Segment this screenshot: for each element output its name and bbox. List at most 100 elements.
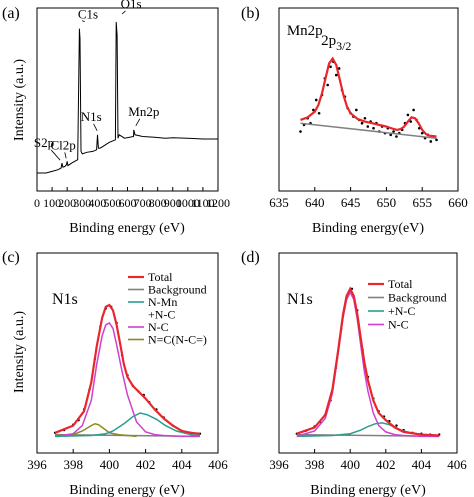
panel-b-x-axis-label: Binding energy(eV) — [312, 221, 424, 236]
data-point — [392, 130, 395, 133]
panel-a-y-axis-label: Intensity (a.u.) — [12, 59, 27, 141]
x-tick-label: 406 — [447, 457, 467, 472]
data-point — [406, 113, 410, 117]
x-tick-label: 398 — [63, 457, 83, 472]
data-point — [317, 111, 321, 115]
x-tick-label: 1000 — [176, 196, 200, 210]
x-tick-label: 645 — [341, 195, 361, 210]
x-tick-label: 400 — [340, 457, 360, 472]
x-tick-label: 655 — [412, 195, 432, 210]
data-point — [409, 120, 413, 123]
x-tick-label: 402 — [376, 457, 396, 472]
data-point — [429, 140, 433, 143]
x-tick-label: 404 — [172, 457, 192, 472]
panel-d: (d) 396 398 400 402 404 406 N1s TotalBackgrou… — [241, 249, 467, 497]
legend-entry: Total — [148, 270, 173, 284]
panel-b-letter: (b) — [241, 5, 260, 22]
panel-b-curves — [299, 56, 438, 143]
panel-a-frame — [36, 7, 219, 192]
data-point — [299, 130, 302, 133]
fit-line — [300, 56, 437, 138]
peak-label: N1s — [81, 109, 102, 124]
peak-leader-line — [81, 20, 85, 22]
x-tick-label: 635 — [269, 195, 289, 210]
data-point — [334, 73, 338, 77]
data-point — [412, 108, 415, 112]
legend-entry: N-C — [148, 320, 169, 334]
panel-d-frame — [278, 252, 458, 454]
annotation-subscript: 3/2 — [336, 39, 351, 53]
panel-a-x-axis-label: Binding energy (eV) — [69, 221, 185, 236]
legend-entry: Background — [148, 283, 207, 297]
panel-c-y-axis-label: Intensity (a.u.) — [12, 311, 27, 393]
data-point — [435, 138, 438, 142]
x-tick-label: 398 — [305, 457, 325, 472]
peak-label: S2p — [34, 135, 54, 150]
x-tick-label: 500 — [103, 196, 121, 210]
x-tick-label: 396 — [269, 457, 289, 472]
panel-d-letter: (d) — [241, 249, 260, 266]
peak-label: Cl2p — [51, 137, 76, 152]
panel-d-n1s-label: N1s — [287, 291, 313, 308]
panel-c-frame — [36, 252, 219, 454]
x-tick-label: 700 — [134, 196, 152, 210]
x-tick-label: 406 — [208, 457, 228, 472]
data-point — [355, 108, 358, 112]
panel-c-x-ticks: 396 398 400 402 404 406 — [27, 449, 228, 472]
data-point — [312, 108, 315, 112]
peak-leader-line — [50, 149, 61, 161]
x-tick-label: 200 — [58, 196, 76, 210]
series-line-4 — [54, 322, 200, 438]
panel-c-letter: (c) — [2, 249, 20, 266]
data-point — [395, 135, 398, 138]
series-line-5 — [55, 423, 137, 438]
panel-b-x-ticks: 635 640 645 650 655 660 — [269, 187, 468, 210]
x-tick-label: 1100 — [191, 196, 215, 210]
peak-label: Mn2p — [128, 104, 159, 119]
data-point — [314, 98, 318, 102]
x-tick-label: 0 — [34, 196, 40, 210]
panel-c-curves — [53, 303, 202, 438]
peak-leader-line — [64, 152, 67, 159]
data-point — [372, 126, 375, 130]
panel-d-curves — [295, 286, 441, 438]
panel-c: (c) 396 398 400 402 404 406 N1s TotalBackgrou… — [2, 249, 228, 497]
data-point — [389, 133, 392, 137]
data-point — [395, 424, 398, 427]
peak-label: C1s — [78, 7, 98, 22]
background-line — [300, 122, 437, 139]
x-tick-label: 800 — [149, 196, 167, 210]
panel-d-x-axis-label: Binding energy (eV) — [310, 483, 426, 497]
x-tick-label: 100 — [43, 196, 61, 210]
x-tick-label: 640 — [305, 195, 325, 210]
data-point — [366, 125, 370, 128]
x-tick-label: 400 — [100, 457, 120, 472]
legend-entry: +N-C — [388, 304, 415, 318]
annotation-label: Mn2p — [287, 23, 323, 39]
series-line-0 — [296, 286, 440, 437]
x-tick-label: 900 — [164, 196, 182, 210]
data-point — [326, 83, 329, 87]
panel-a-letter: (a) — [2, 5, 20, 22]
x-tick-label: 404 — [412, 457, 432, 472]
series-line-0 — [54, 303, 201, 435]
data-point — [420, 131, 424, 135]
x-tick-label: 400 — [88, 196, 106, 210]
series-line-3 — [296, 290, 440, 438]
panel-d-x-ticks: 396 398 400 402 404 406 — [269, 449, 467, 472]
x-tick-label: 660 — [448, 195, 468, 210]
x-tick-label: 300 — [73, 196, 91, 210]
x-tick-label: 600 — [119, 196, 137, 210]
data-point — [363, 116, 367, 120]
data-point — [360, 121, 364, 125]
panel-a: (a) 0 10020030040050060070080090010001100… — [2, 0, 230, 236]
peak-leader-line — [121, 10, 126, 15]
x-tick-label: 650 — [377, 195, 397, 210]
survey-spectrum-line — [37, 21, 218, 174]
